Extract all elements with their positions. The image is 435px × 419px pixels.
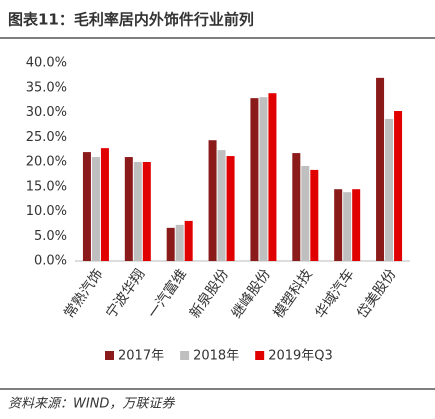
bar xyxy=(292,153,301,261)
y-tick-label: 15.0% xyxy=(26,179,67,194)
bar xyxy=(100,148,109,261)
y-tick-label: 10.0% xyxy=(26,204,67,219)
bar xyxy=(334,189,343,261)
x-tick-label: 模塑科技 xyxy=(271,266,316,321)
bar xyxy=(142,162,151,261)
bar xyxy=(226,156,235,261)
bar xyxy=(166,227,175,261)
bar xyxy=(301,165,310,261)
x-tick-label: 一汽富维 xyxy=(144,266,190,322)
y-tick-label: 25.0% xyxy=(26,130,67,145)
x-tick-label: 宁波华翔 xyxy=(102,266,148,322)
bar xyxy=(91,157,100,261)
x-tick-label: 常熟汽饰 xyxy=(61,266,106,321)
legend-swatch xyxy=(105,351,114,360)
y-tick-label: 0.0% xyxy=(34,254,67,269)
bar xyxy=(343,192,352,261)
legend-label: 2019年Q3 xyxy=(268,349,333,364)
chart-title: 图表11：毛利率居内外饰件行业前列 xyxy=(8,11,254,29)
bar xyxy=(250,98,259,262)
y-tick-label: 20.0% xyxy=(26,155,67,170)
bar xyxy=(184,220,193,261)
bar xyxy=(82,152,91,261)
legend-label: 2018年 xyxy=(193,349,239,364)
y-tick-label: 5.0% xyxy=(34,229,67,244)
bar xyxy=(310,169,319,261)
y-tick-label: 40.0% xyxy=(26,56,67,71)
x-tick-label: 新泉股份 xyxy=(186,266,232,322)
x-tick-label: 继峰股份 xyxy=(229,266,274,321)
bar xyxy=(376,77,385,261)
x-tick-label: 华域汽车 xyxy=(312,266,358,322)
legend-swatch xyxy=(180,351,190,360)
bar xyxy=(175,224,184,261)
y-tick-label: 35.0% xyxy=(26,80,67,95)
y-tick-label: 30.0% xyxy=(26,105,67,120)
bar xyxy=(133,162,142,261)
legend-label: 2017年 xyxy=(118,349,164,364)
legend-swatch xyxy=(255,351,265,360)
bar xyxy=(352,189,361,261)
source-note: 资料来源：WIND，万联证券 xyxy=(8,397,175,412)
x-tick-label: 岱美股份 xyxy=(354,266,399,321)
bar xyxy=(268,93,277,261)
bar xyxy=(208,140,217,261)
bar xyxy=(394,111,403,261)
bar xyxy=(217,150,226,261)
bar xyxy=(124,157,133,261)
bar xyxy=(385,118,394,261)
bar xyxy=(259,97,268,261)
